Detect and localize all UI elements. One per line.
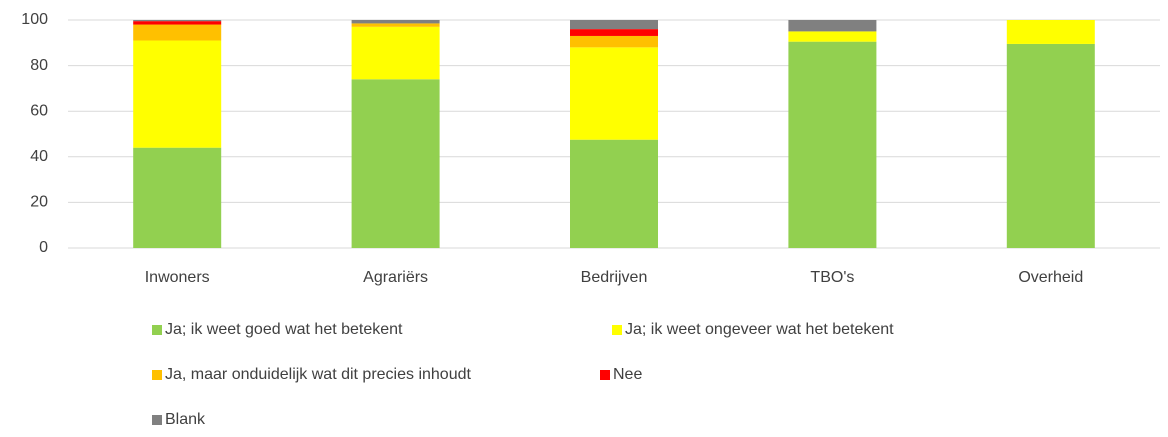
bar-segment (351, 79, 440, 248)
legend-swatch (152, 325, 162, 335)
bar-segment (351, 20, 440, 24)
bar-segment (788, 41, 877, 248)
bar-segment (133, 24, 222, 41)
legend-swatch (152, 370, 162, 380)
legend-swatch (600, 370, 610, 380)
bar-segment (570, 139, 658, 248)
bar-segment (133, 147, 222, 248)
bar-segment (570, 29, 658, 36)
legend-swatch (152, 415, 162, 425)
x-tick-label: Agrariërs (363, 269, 428, 286)
y-tick-label: 80 (30, 57, 48, 74)
legend-label: Ja; ik weet goed wat het betekent (165, 321, 403, 338)
legend-label: Nee (613, 366, 642, 383)
bar-segment (1006, 43, 1095, 248)
bar-segment (570, 47, 658, 140)
legend-label: Ja, maar onduidelijk wat dit precies inh… (165, 366, 472, 383)
y-tick-label: 20 (30, 194, 48, 211)
bar-segment (351, 26, 440, 80)
bar-segment (351, 23, 440, 27)
legend-swatch (612, 325, 622, 335)
bar-segment (1006, 20, 1095, 44)
y-tick-label: 40 (30, 148, 48, 165)
legend-label: Blank (165, 411, 206, 428)
y-tick-label: 100 (21, 11, 48, 28)
bar-segment (133, 21, 222, 25)
bar-segment (570, 20, 658, 30)
x-tick-label: Inwoners (145, 269, 210, 286)
y-tick-label: 60 (30, 102, 48, 119)
bar-segment (133, 40, 222, 148)
bar-segment (570, 35, 658, 48)
bar-segment (788, 20, 877, 32)
x-tick-label: Bedrijven (581, 269, 648, 286)
bar-segment (133, 20, 222, 22)
y-tick-label: 0 (39, 239, 48, 256)
x-tick-label: Overheid (1018, 269, 1083, 286)
legend-label: Ja; ik weet ongeveer wat het betekent (625, 321, 894, 338)
bar-segment (788, 31, 877, 42)
x-tick-label: TBO's (810, 269, 854, 286)
